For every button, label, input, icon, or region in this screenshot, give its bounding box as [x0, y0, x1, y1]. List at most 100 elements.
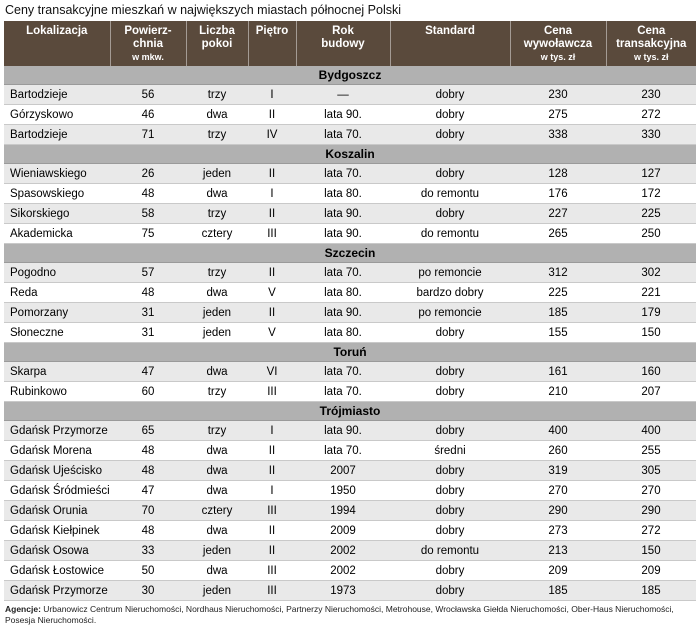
column-header-label: Cena: [543, 25, 573, 37]
cell-value: trzy: [186, 203, 248, 224]
cell-value: 60: [110, 381, 186, 402]
cell-value: 65: [110, 420, 186, 441]
cell-value: 225: [606, 203, 696, 224]
table-row: Gdańsk Morena 48 dwa II lata 70. średni 260 255: [4, 440, 696, 461]
section-row-0: Bydgoszcz: [4, 66, 696, 85]
cell-value: 213: [510, 540, 606, 561]
cell-value: dobry: [390, 203, 510, 224]
cell-value: do remontu: [390, 223, 510, 244]
cell-value: jeden: [186, 163, 248, 184]
table-body: Bydgoszcz Bartodzieje 56 trzy I — dobry 230 230 G…: [4, 66, 696, 601]
column-header-label: Rok: [332, 25, 354, 37]
cell-location: Górzyskowo: [4, 104, 110, 125]
cell-value: 47: [110, 480, 186, 501]
cell-value: po remoncie: [390, 302, 510, 323]
cell-value: 400: [606, 420, 696, 441]
cell-value: II: [248, 163, 296, 184]
cell-value: 48: [110, 282, 186, 303]
cell-value: III: [248, 500, 296, 521]
table-row: Gdańsk Przymorze 30 jeden III 1973 dobry 185 18…: [4, 580, 696, 601]
column-header-2: Liczba pokoi: [185, 21, 248, 66]
cell-location: Gdańsk Przymorze: [4, 420, 110, 441]
cell-value: III: [248, 560, 296, 581]
table-row: Skarpa 47 dwa VI lata 70. dobry 161 160: [4, 361, 696, 382]
cell-location: Rubinkowo: [4, 381, 110, 402]
column-header-unit: w mkw.: [132, 52, 164, 62]
cell-value: lata 80.: [296, 322, 390, 343]
cell-value: dwa: [186, 104, 248, 125]
table-row: Sikorskiego 58 trzy II lata 90. dobry 227 225: [4, 203, 696, 224]
cell-value: 207: [606, 381, 696, 402]
cell-location: Gdańsk Śródmieście: [4, 480, 110, 501]
cell-value: trzy: [186, 381, 248, 402]
cell-value: V: [248, 282, 296, 303]
cell-value: —: [296, 84, 390, 105]
cell-value: dobry: [390, 124, 510, 145]
footer-note: Agencje: Urbanowicz Centrum Nieruchomośc…: [4, 601, 697, 625]
cell-value: 160: [606, 361, 696, 382]
cell-location: Skarpa: [4, 361, 110, 382]
cell-value: I: [248, 480, 296, 501]
cell-location: Gdańsk Przymorze: [4, 580, 110, 601]
cell-value: dwa: [186, 361, 248, 382]
column-header-4: Rok budowy: [295, 21, 390, 66]
cell-location: Gdańsk Łostowice: [4, 560, 110, 581]
section-title: Trójmiasto: [4, 401, 696, 421]
table-row: Bartodzieje 56 trzy I — dobry 230 230: [4, 84, 696, 105]
cell-value: 209: [510, 560, 606, 581]
cell-location: Sikorskiego: [4, 203, 110, 224]
cell-value: 48: [110, 440, 186, 461]
page-title: Ceny transakcyjne mieszkań w największyc…: [5, 3, 402, 17]
cell-value: 185: [510, 580, 606, 601]
cell-value: 250: [606, 223, 696, 244]
table-row: Akademicka 75 cztery III lata 90. do remontu 2…: [4, 223, 696, 244]
cell-value: 48: [110, 520, 186, 541]
cell-value: 176: [510, 183, 606, 204]
cell-value: 275: [510, 104, 606, 125]
table-row: Gdańsk Kiełpinek 48 dwa II 2009 dobry 273 272: [4, 520, 696, 541]
cell-value: lata 90.: [296, 104, 390, 125]
column-header-label: Piętro: [255, 25, 289, 37]
cell-value: 150: [606, 322, 696, 343]
cell-location: Akademicka: [4, 223, 110, 244]
section-row-4: Trójmiasto: [4, 401, 696, 421]
column-header-label: Cena: [637, 25, 666, 37]
column-header-label: Powierz-: [124, 25, 172, 37]
cell-value: lata 70.: [296, 124, 390, 145]
cell-value: 31: [110, 302, 186, 323]
cell-value: dobry: [390, 500, 510, 521]
column-header-label: budowy: [321, 38, 365, 50]
cell-location: Bartodzieje: [4, 84, 110, 105]
cell-value: cztery: [186, 500, 248, 521]
column-header-label: pokoi: [201, 38, 233, 50]
cell-value: 30: [110, 580, 186, 601]
cell-value: 1973: [296, 580, 390, 601]
cell-value: 319: [510, 460, 606, 481]
cell-value: lata 90.: [296, 203, 390, 224]
cell-value: dwa: [186, 520, 248, 541]
cell-value: 57: [110, 262, 186, 283]
cell-value: dobry: [390, 163, 510, 184]
section-row-3: Toruń: [4, 342, 696, 362]
section-title: Bydgoszcz: [4, 66, 696, 85]
cell-value: dobry: [390, 322, 510, 343]
cell-value: II: [248, 104, 296, 125]
cell-value: po remoncie: [390, 262, 510, 283]
cell-value: 2009: [296, 520, 390, 541]
cell-value: lata 90.: [296, 420, 390, 441]
cell-value: 75: [110, 223, 186, 244]
cell-value: trzy: [186, 124, 248, 145]
cell-value: 230: [606, 84, 696, 105]
cell-value: 48: [110, 183, 186, 204]
table-row: Górzyskowo 46 dwa II lata 90. dobry 275 272: [4, 104, 696, 125]
table-row: Wieniawskiego 26 jeden II lata 70. dobry 128 12…: [4, 163, 696, 184]
cell-location: Gdańsk Osowa: [4, 540, 110, 561]
column-header-0: Lokalizacja: [4, 21, 110, 66]
cell-value: średni: [390, 440, 510, 461]
column-header-label: chnia: [132, 38, 164, 50]
column-header-label: Liczba: [199, 25, 235, 37]
table-row: Pomorzany 31 jeden II lata 90. po remoncie 185…: [4, 302, 696, 323]
cell-value: dwa: [186, 440, 248, 461]
column-header-label: Standard: [425, 25, 475, 37]
